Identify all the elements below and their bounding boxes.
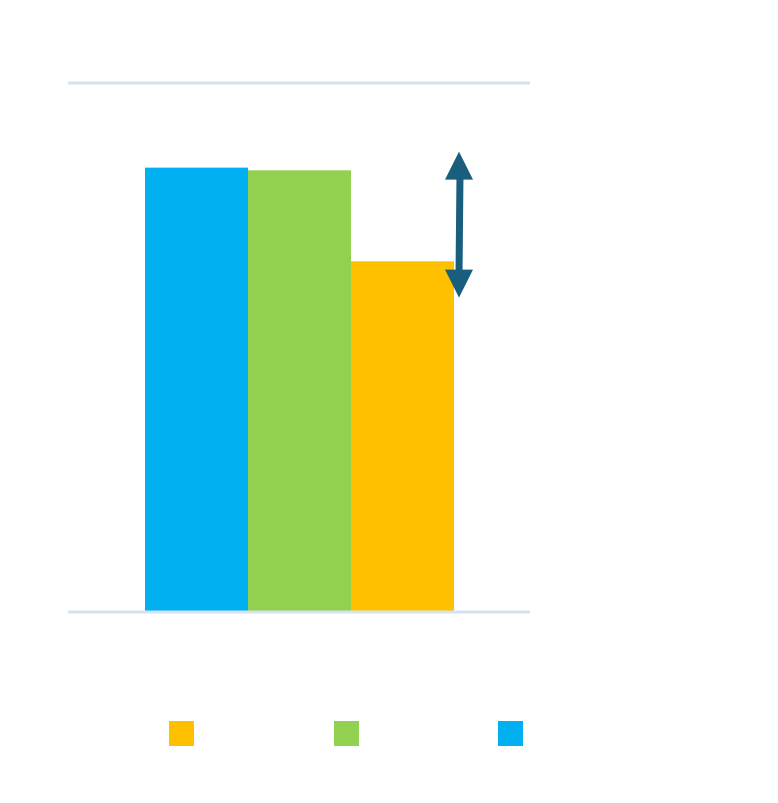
legend-swatch-3 [498,721,523,746]
legend-swatch-2 [334,721,359,746]
bar-2 [248,170,351,612]
arrow-shaft [455,173,464,276]
bars-group [145,167,454,612]
legend [169,721,523,746]
bar-3 [351,261,454,612]
bar-1 [145,167,248,612]
arrow-head-down [445,269,473,298]
difference-arrow [445,151,473,298]
legend-swatch-1 [169,721,194,746]
arrow-head-up [445,151,473,180]
